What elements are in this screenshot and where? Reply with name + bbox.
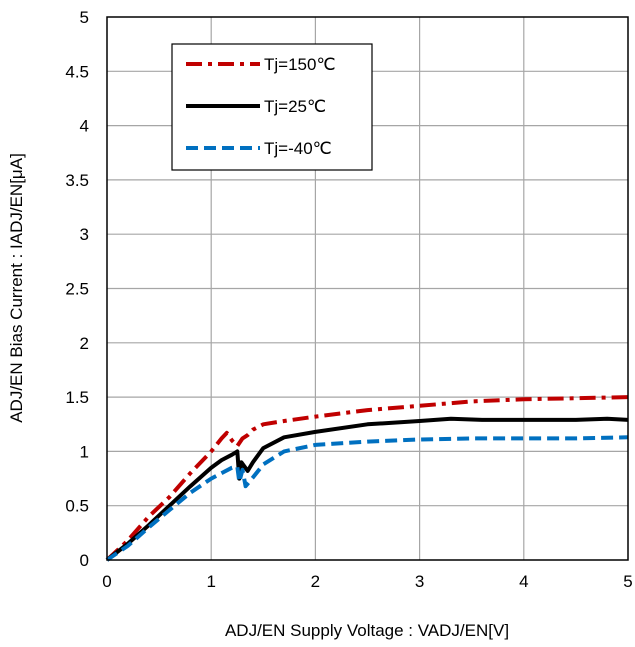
y-tick-label: 5 xyxy=(80,8,89,27)
series-line-0 xyxy=(105,395,629,562)
y-tick-label: 2 xyxy=(80,334,89,353)
y-tick-label: 0.5 xyxy=(65,497,89,516)
series-line-2 xyxy=(105,435,629,562)
y-tick-label: 4 xyxy=(80,117,89,136)
y-tick-label: 0 xyxy=(80,551,89,570)
grid xyxy=(107,17,628,560)
x-tick-label: 3 xyxy=(415,572,424,591)
y-axis-title: ADJ/EN Bias Current : IADJ/EN[μA] xyxy=(7,153,26,423)
legend-label-tj150: Tj=150℃ xyxy=(264,55,336,74)
x-axis-title: ADJ/EN Supply Voltage : VADJ/EN[V] xyxy=(225,621,509,640)
x-tick-label: 0 xyxy=(102,572,111,591)
plot-border xyxy=(106,16,629,561)
x-tick-label: 5 xyxy=(623,572,632,591)
y-tick-label: 4.5 xyxy=(65,62,89,81)
x-tick-label: 2 xyxy=(311,572,320,591)
x-tick-label: 1 xyxy=(206,572,215,591)
y-tick-label: 1 xyxy=(80,442,89,461)
y-tick-label: 3 xyxy=(80,225,89,244)
y-tick-label: 1.5 xyxy=(65,388,89,407)
legend-label-tj25: Tj=25℃ xyxy=(264,97,326,116)
y-ticks: 0 0.5 1 1.5 2 2.5 3 3.5 4 4.5 5 xyxy=(65,8,89,570)
x-ticks: 0 1 2 3 4 5 xyxy=(102,572,632,591)
x-tick-label: 4 xyxy=(519,572,528,591)
legend-label-tjm40: Tj=-40℃ xyxy=(264,139,332,158)
series-line-1 xyxy=(105,416,629,562)
series-layer xyxy=(105,395,629,562)
y-tick-label: 2.5 xyxy=(65,280,89,299)
legend: Tj=150℃ Tj=25℃ Tj=-40℃ xyxy=(171,43,373,171)
y-tick-label: 3.5 xyxy=(65,171,89,190)
